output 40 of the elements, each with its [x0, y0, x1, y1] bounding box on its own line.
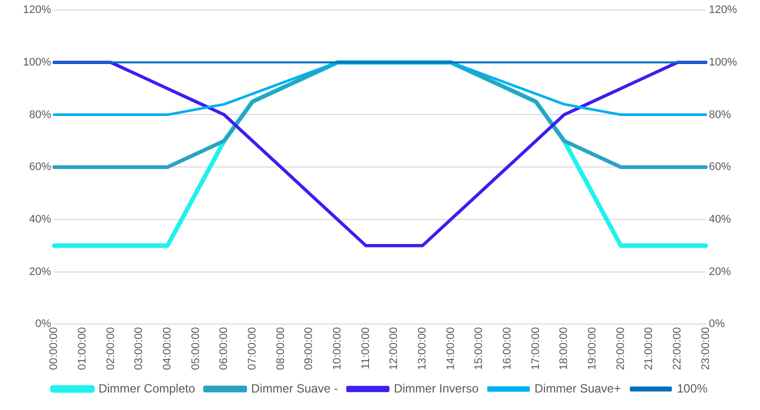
y2-tick-label: 100% — [708, 56, 738, 68]
x-tick-label: 03:00:00 — [133, 327, 146, 370]
x-tick-label: 01:00:00 — [76, 327, 88, 370]
x-tick-label: 11:00:00 — [360, 327, 372, 370]
y2-tick-label: 120% — [708, 4, 738, 16]
x-tick-label: 15:00:00 — [473, 327, 486, 370]
y-tick-label: 60% — [29, 161, 52, 174]
legend-label: Dimmer Suave+ — [534, 381, 621, 396]
x-tick-label: 06:00:00 — [218, 327, 230, 370]
x-tick-label: 00:00:00 — [48, 327, 60, 370]
x-tick-label: 08:00:00 — [274, 327, 287, 370]
y-tick-label: 120% — [22, 4, 52, 16]
x-tick-label: 20:00:00 — [614, 327, 627, 370]
y2-tick-label: 20% — [708, 266, 732, 278]
x-tick-label: 16:00:00 — [502, 327, 514, 370]
x-tick-label: 09:00:00 — [303, 327, 316, 370]
y2-tick-label: 40% — [708, 213, 732, 226]
y2-tick-label: 60% — [708, 161, 732, 174]
x-tick-label: 13:00:00 — [416, 327, 429, 370]
x-tick-label: 18:00:00 — [558, 327, 570, 370]
x-tick-label: 19:00:00 — [586, 327, 599, 370]
y-tick-label: 40% — [29, 213, 52, 226]
x-tick-label: 14:00:00 — [444, 327, 457, 370]
x-tick-label: 10:00:00 — [332, 327, 344, 370]
x-tick-label: 12:00:00 — [388, 327, 400, 370]
x-tick-label: 17:00:00 — [530, 327, 542, 370]
y-tick-label: 100% — [22, 56, 52, 68]
legend-label: Dimmer Inverso — [394, 381, 479, 396]
x-tick-label: 07:00:00 — [246, 327, 259, 370]
y-tick-label: 80% — [29, 108, 52, 121]
x-tick-label: 21:00:00 — [643, 327, 656, 370]
y2-tick-label: 80% — [708, 108, 732, 121]
legend-label: 100% — [676, 381, 708, 396]
legend-label: Dimmer Completo — [98, 381, 196, 396]
x-tick-label: 02:00:00 — [104, 327, 117, 370]
legend-label: Dimmer Suave - — [251, 381, 338, 396]
y-tick-label: 20% — [29, 266, 52, 278]
x-tick-label: 04:00:00 — [162, 327, 174, 370]
x-tick-label: 22:00:00 — [672, 327, 684, 370]
x-tick-label: 05:00:00 — [190, 327, 202, 370]
